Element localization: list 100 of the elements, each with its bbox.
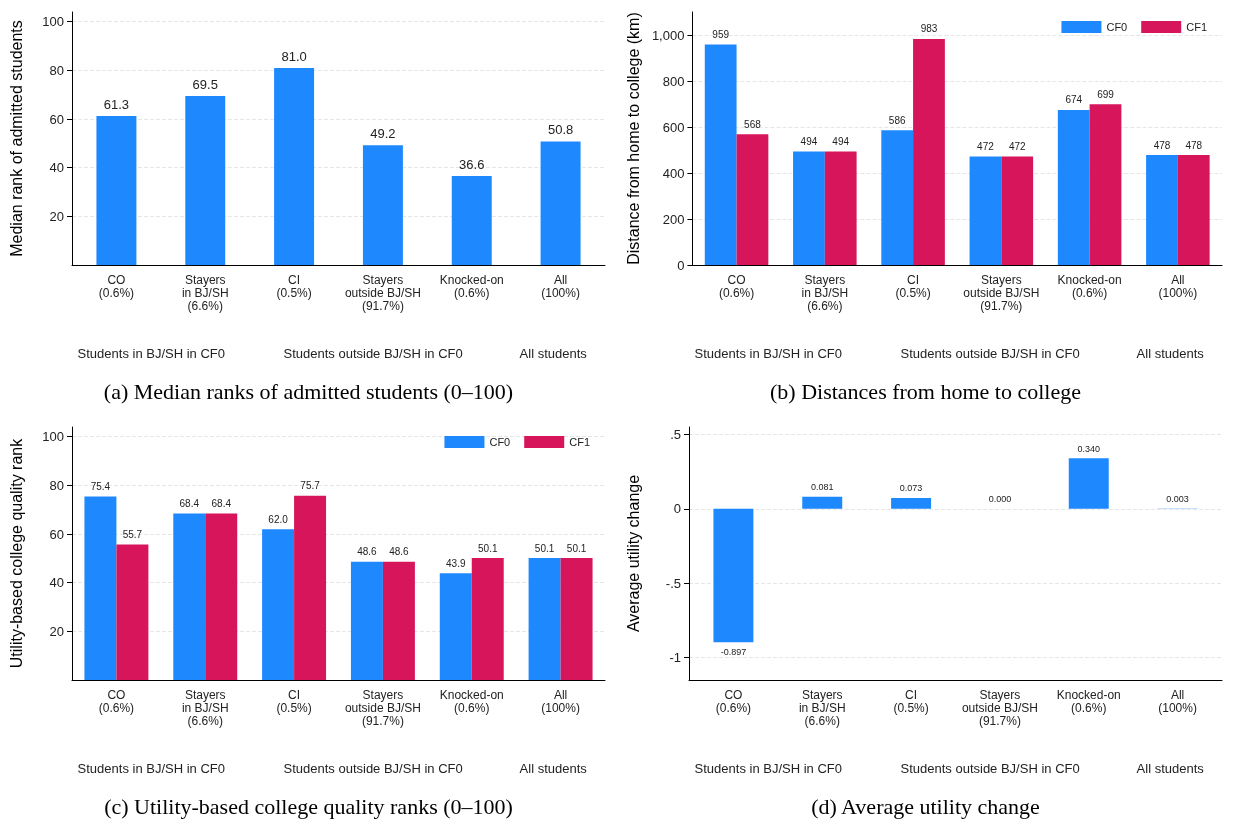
- data-label: 494: [832, 135, 850, 147]
- data-label: 478: [1185, 139, 1203, 151]
- y-tick-label: 20: [49, 208, 64, 224]
- x-tick-label: Knocked-on (0.6%): [439, 687, 504, 715]
- y-tick-label: 0: [677, 257, 685, 273]
- data-label: 75.7: [300, 480, 321, 492]
- text: (c) Utility-based college quality ranks (0–100): [104, 793, 513, 819]
- data-label: 0.000: [988, 494, 1012, 505]
- bar: [185, 95, 226, 265]
- legend-label: CF0: [1106, 21, 1128, 33]
- bar: [1177, 155, 1210, 265]
- text: Students outside BJ/SH in CF0: [900, 761, 1080, 776]
- text: Students outside BJ/SH in CF0: [283, 761, 463, 776]
- data-label: -0.897: [720, 646, 747, 657]
- bar: [262, 529, 295, 680]
- y-tick-label: 40: [49, 160, 64, 176]
- x-tick-label: CO (0.6%): [715, 687, 752, 715]
- y-tick-label: 80: [49, 477, 64, 493]
- x-tick-label: All (100%): [1158, 687, 1197, 715]
- data-label: 472: [1008, 140, 1027, 152]
- data-label: 983: [920, 23, 938, 35]
- legend-label: CF1: [1186, 21, 1207, 33]
- x-tick-label: Knocked-on (0.6%): [439, 272, 504, 300]
- y-tick-label: 400: [662, 165, 685, 181]
- x-tick-label: CO (0.6%): [98, 272, 135, 300]
- bar: [713, 508, 754, 643]
- data-label: 81.0: [281, 48, 307, 64]
- text: All students: [1136, 346, 1205, 361]
- bar: [382, 561, 415, 680]
- bar: [471, 558, 504, 680]
- y-tick-label: 800: [662, 73, 685, 89]
- data-label: 0.073: [899, 483, 923, 494]
- y-tick-label: 1,000: [651, 27, 685, 43]
- y-tick-label: 100: [42, 429, 64, 445]
- bar: [528, 558, 561, 680]
- bar: [116, 544, 149, 680]
- x-tick-label: CI (0.5%): [893, 687, 929, 715]
- data-label: 478: [1153, 139, 1171, 151]
- y-tick-label: 80: [49, 62, 64, 78]
- y-tick-label: 100: [42, 14, 64, 30]
- data-label: 36.6: [459, 156, 485, 172]
- bar: [802, 496, 843, 509]
- text: (a) Median ranks of admitted students (0–100): [103, 378, 514, 404]
- y-tick-label: 200: [662, 211, 685, 227]
- y-tick-label: 60: [49, 111, 64, 127]
- bar: [1068, 458, 1109, 509]
- data-label: 699: [1097, 88, 1115, 100]
- x-tick-label: CI (0.5%): [276, 687, 312, 715]
- x-tick-label: CO (0.6%): [98, 687, 135, 715]
- bar: [84, 496, 117, 680]
- x-tick-label: Knocked-on (0.6%): [1056, 687, 1121, 715]
- data-label: 50.1: [478, 542, 498, 554]
- y-axis-title: Utility-based college quality rank: [7, 437, 25, 669]
- y-tick-label: -1: [669, 650, 681, 666]
- text: (b) Distances from home to college: [770, 378, 1081, 404]
- data-label: 959: [712, 28, 730, 40]
- data-label: 0.340: [1077, 443, 1101, 454]
- text: All students: [519, 346, 588, 361]
- data-label: 50.8: [547, 122, 574, 138]
- text: Students outside BJ/SH in CF0: [283, 346, 463, 361]
- text: All students: [519, 761, 588, 776]
- data-label: 62.0: [268, 513, 289, 525]
- text: Students in BJ/SH in CF0: [77, 761, 225, 776]
- text: Students outside BJ/SH in CF0: [900, 346, 1080, 361]
- bar: [439, 573, 472, 680]
- data-label: 586: [888, 114, 906, 126]
- y-tick-label: 60: [49, 526, 64, 542]
- x-tick-label: Knocked-on (0.6%): [1057, 272, 1122, 300]
- text: All students: [1136, 761, 1205, 776]
- x-tick-label: Stayers outside BJ/SH (91.7%): [961, 687, 1038, 728]
- x-tick-label: CO (0.6%): [718, 272, 755, 300]
- bar: [1089, 104, 1122, 265]
- bar: [891, 497, 932, 509]
- x-tick-label: Stayers outside BJ/SH (91.7%): [344, 687, 421, 728]
- bar: [881, 130, 914, 265]
- bar: [294, 495, 327, 680]
- bar: [540, 141, 581, 265]
- x-tick-label: Stayers in BJ/SH (6.6%): [801, 272, 849, 313]
- x-tick-label: Stayers in BJ/SH (6.6%): [181, 687, 229, 728]
- bar: [969, 156, 1002, 265]
- data-label: 0.003: [1166, 493, 1189, 504]
- x-tick-label: All (100%): [1158, 272, 1198, 300]
- bar: [451, 175, 492, 265]
- x-tick-label: Stayers outside BJ/SH (91.7%): [344, 272, 421, 313]
- legend-label: CF1: [569, 436, 590, 448]
- bar: [1146, 155, 1178, 265]
- data-label: 55.7: [122, 529, 143, 540]
- x-tick-label: Stayers in BJ/SH (6.6%): [181, 272, 229, 313]
- data-label: 0.081: [810, 482, 834, 493]
- x-tick-label: All (100%): [541, 272, 580, 300]
- data-label: 50.1: [534, 542, 555, 554]
- data-label: 48.6: [357, 546, 378, 558]
- y-tick-label: 40: [49, 575, 64, 591]
- data-label: 494: [800, 135, 818, 147]
- bar: [704, 44, 737, 265]
- x-tick-label: CI (0.5%): [276, 272, 312, 300]
- bar: [824, 151, 857, 265]
- y-tick-label: .5: [670, 426, 681, 442]
- x-tick-label: Stayers in BJ/SH (6.6%): [798, 687, 846, 728]
- y-tick-label: -.5: [665, 575, 681, 591]
